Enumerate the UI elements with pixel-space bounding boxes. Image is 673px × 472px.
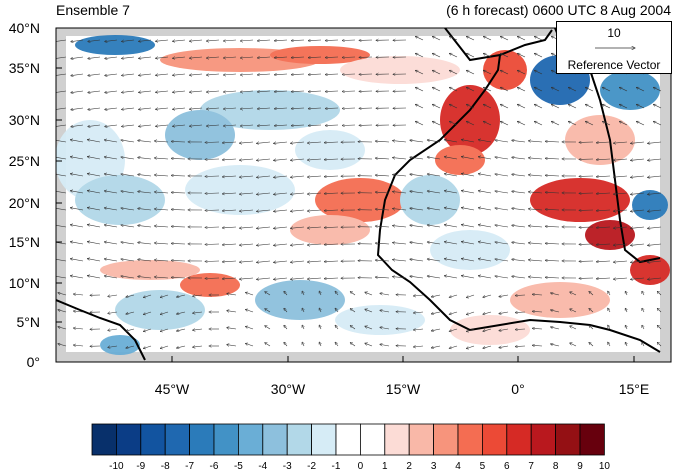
colorbar-swatch xyxy=(312,424,336,455)
colorbar-swatch xyxy=(238,424,262,455)
colorbar-tick-label: -9 xyxy=(129,461,153,472)
colorbar-tick-label: -10 xyxy=(104,461,128,472)
colorbar-tick-label: 6 xyxy=(495,461,519,472)
colorbar-tick-label: -7 xyxy=(178,461,202,472)
colorbar-tick-label: -1 xyxy=(324,461,348,472)
colorbar-tick-label: 3 xyxy=(422,461,446,472)
colorbar-swatch xyxy=(141,424,165,455)
colorbar-swatch xyxy=(336,424,360,455)
colorbar-swatch xyxy=(482,424,506,455)
colorbar-swatch xyxy=(92,424,116,455)
colorbar-tick-label: -6 xyxy=(202,461,226,472)
colorbar-swatch xyxy=(116,424,140,455)
colorbar-tick-label: 9 xyxy=(568,461,592,472)
colorbar-swatch xyxy=(214,424,238,455)
colorbar-swatch xyxy=(458,424,482,455)
colorbar-tick-label: 7 xyxy=(519,461,543,472)
colorbar-swatch xyxy=(556,424,580,455)
colorbar-tick-label: -3 xyxy=(275,461,299,472)
colorbar-tick-label: -8 xyxy=(153,461,177,472)
colorbar-tick-label: 0 xyxy=(348,461,372,472)
colorbar-swatch xyxy=(360,424,384,455)
colorbar-swatch xyxy=(531,424,555,455)
colorbar-swatch xyxy=(580,424,604,455)
colorbar-swatch xyxy=(190,424,214,455)
colorbar-tick-label: 1 xyxy=(373,461,397,472)
colorbar-swatch xyxy=(287,424,311,455)
colorbar-tick-label: -2 xyxy=(300,461,324,472)
colorbar-tick-label: 4 xyxy=(446,461,470,472)
colorbar-tick-label: -4 xyxy=(251,461,275,472)
colorbar-swatch xyxy=(409,424,433,455)
colorbar-swatch xyxy=(434,424,458,455)
colorbar-tick-label: 2 xyxy=(397,461,421,472)
colorbar-tick-label: -5 xyxy=(226,461,250,472)
colorbar-swatch xyxy=(385,424,409,455)
colorbar-swatch xyxy=(507,424,531,455)
colorbar-tick-label: 5 xyxy=(470,461,494,472)
colorbar-tick-label: 8 xyxy=(544,461,568,472)
colorbar-swatch xyxy=(165,424,189,455)
colorbar-tick-label: 10 xyxy=(592,461,616,472)
colorbar-swatch xyxy=(263,424,287,455)
